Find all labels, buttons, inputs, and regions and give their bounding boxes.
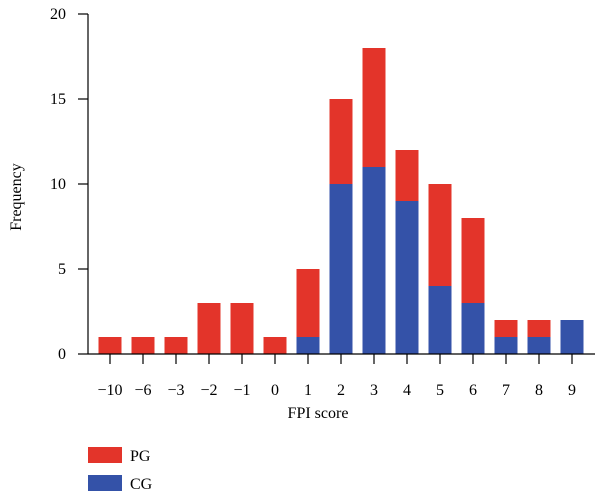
y-axis-title: Frequency xyxy=(8,163,25,231)
legend: PG CG xyxy=(88,447,153,493)
bar-pg-8 xyxy=(362,48,386,167)
x-tick-label: 9 xyxy=(568,382,576,399)
bar-pg-13 xyxy=(527,320,551,337)
x-tick-label: −3 xyxy=(167,382,184,399)
bar-pg-5 xyxy=(263,337,287,354)
x-tick-label: 0 xyxy=(271,382,279,399)
x-tick-label: 1 xyxy=(304,382,312,399)
x-tick-label: 3 xyxy=(370,382,378,399)
y-tick-label: 5 xyxy=(58,261,66,278)
bar-pg-11 xyxy=(461,218,485,303)
bar-cg-7 xyxy=(329,184,353,354)
bar-cg-12 xyxy=(494,337,518,354)
legend-label-pg: PG xyxy=(130,448,151,465)
bar-pg-0 xyxy=(98,337,122,354)
bar-pg-1 xyxy=(131,337,155,354)
bar-cg-14 xyxy=(560,320,584,354)
bar-pg-10 xyxy=(428,184,452,286)
bar-cg-11 xyxy=(461,303,485,354)
x-tick-label: 2 xyxy=(337,382,345,399)
x-tick-label: 5 xyxy=(436,382,444,399)
x-tick-label: −2 xyxy=(200,382,217,399)
bar-pg-7 xyxy=(329,99,353,184)
legend-swatch-pg xyxy=(88,447,122,463)
x-tick-label: −10 xyxy=(97,382,122,399)
x-tick-label: −6 xyxy=(134,382,151,399)
bar-pg-2 xyxy=(164,337,188,354)
bar-cg-9 xyxy=(395,201,419,354)
bar-pg-3 xyxy=(197,303,221,354)
y-tick-label: 20 xyxy=(50,6,66,23)
legend-swatch-cg xyxy=(88,475,122,491)
x-tick-label: −1 xyxy=(233,382,250,399)
legend-label-cg: CG xyxy=(130,476,153,493)
x-tick-label: 7 xyxy=(502,382,510,399)
y-tick-label: 15 xyxy=(50,91,66,108)
bar-pg-12 xyxy=(494,320,518,337)
bar-pg-4 xyxy=(230,303,254,354)
bar-pg-6 xyxy=(296,269,320,337)
x-tick-label: 6 xyxy=(469,382,477,399)
bar-pg-9 xyxy=(395,150,419,201)
bar-cg-8 xyxy=(362,167,386,354)
bars-group xyxy=(98,48,584,354)
x-axis-title: FPI score xyxy=(288,405,349,422)
bar-cg-10 xyxy=(428,286,452,354)
y-tick-label: 0 xyxy=(58,346,66,363)
bar-cg-6 xyxy=(296,337,320,354)
y-tick-label: 10 xyxy=(50,176,66,193)
x-tick-label: 4 xyxy=(403,382,411,399)
bar-cg-13 xyxy=(527,337,551,354)
y-ticks-group: 0 5 10 15 20 xyxy=(50,6,88,363)
x-tick-label: 8 xyxy=(535,382,543,399)
x-ticks-group: −10 −6 −3 −2 −1 0 1 2 3 4 5 6 7 8 9 xyxy=(97,354,576,399)
